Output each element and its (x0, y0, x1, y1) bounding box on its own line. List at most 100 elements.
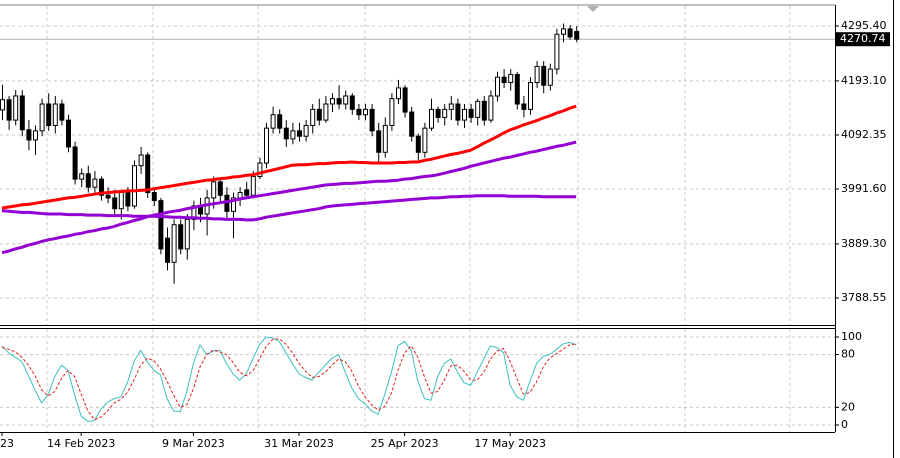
candle-body (422, 127, 428, 153)
candle-body (290, 130, 296, 140)
candle-body (250, 175, 256, 196)
series-line (1, 194, 577, 222)
series-line (1, 140, 577, 255)
candle-body (554, 33, 560, 70)
candle-body (561, 28, 566, 35)
candle-body (6, 99, 12, 121)
candle-body (435, 108, 441, 118)
candle-body (39, 103, 45, 132)
y-tick-label: 100 (841, 330, 862, 343)
series-line (1, 104, 577, 210)
candle-body (145, 154, 151, 194)
candle-body (429, 108, 434, 129)
candle-body (495, 76, 500, 97)
candle-body (26, 129, 32, 141)
y-tick-label: 20 (841, 400, 855, 413)
x-tick-label: 23 (0, 437, 14, 450)
y-tick-label: 3991.60 (841, 182, 887, 195)
candle-body (46, 103, 52, 126)
candle-body (363, 108, 368, 116)
candle-body (112, 197, 118, 210)
candle-body (118, 192, 124, 210)
candle-body (448, 103, 454, 110)
x-tick-label: 14 Feb 2023 (47, 437, 115, 450)
candle-body (481, 100, 487, 121)
candle-body (237, 192, 243, 199)
candle-body (151, 192, 157, 202)
candle-body (257, 162, 263, 177)
candle-body (264, 127, 269, 164)
candle-body (158, 200, 164, 250)
candle-body (138, 154, 144, 167)
candle-body (396, 87, 401, 100)
candle-body (528, 82, 533, 110)
candle-body (79, 173, 85, 180)
candle-body (105, 194, 111, 199)
candle-body (468, 108, 474, 118)
candle-body (349, 95, 355, 110)
candle-body (59, 103, 65, 121)
x-tick-label: 25 Apr 2023 (371, 437, 439, 450)
series-line (1, 338, 577, 421)
candle-body (92, 178, 98, 188)
x-tick-label: 9 Mar 2023 (162, 437, 225, 450)
price-label-box (836, 32, 890, 47)
candle-body (330, 98, 335, 105)
vertical-grid (46, 6, 791, 432)
candle-body (475, 100, 481, 118)
y-tick-label: 4092.35 (841, 128, 887, 141)
y-tick-label: 4193.10 (841, 74, 887, 87)
candle-body (336, 98, 342, 105)
candle-body (171, 224, 177, 263)
candle-body (270, 114, 276, 129)
candle-body (488, 95, 494, 121)
candle-body (409, 111, 415, 137)
candle-body (0, 99, 5, 111)
candle-body (303, 124, 309, 137)
candle-body (310, 108, 316, 126)
price-label: 4270.74 (840, 32, 886, 45)
candle-body (369, 108, 375, 132)
candle-body (125, 192, 131, 207)
candle-body (567, 28, 573, 38)
y-tick-label: 0 (841, 418, 848, 431)
x-tick-label: 17 May 2023 (474, 437, 546, 450)
candle-body (33, 130, 38, 141)
candle-body (501, 76, 507, 84)
candle-body (184, 218, 190, 250)
candle-body (316, 108, 322, 121)
candle-body (402, 87, 408, 113)
candle-body (19, 95, 25, 131)
candle-body (85, 173, 91, 188)
y-tick-label: 3788.55 (841, 291, 887, 304)
candle-body (211, 181, 217, 199)
candle-body (66, 119, 71, 148)
candle-body (297, 130, 302, 137)
candle-body (132, 165, 137, 207)
candle-body (323, 103, 329, 121)
candle-body (277, 114, 283, 129)
candle-body (13, 95, 19, 121)
candle-body (343, 95, 349, 105)
candle-body (547, 68, 553, 86)
candle-body (376, 130, 382, 153)
candle-body (217, 181, 223, 196)
candle-body (534, 65, 540, 84)
candle-body (356, 108, 362, 116)
candle-body (541, 65, 547, 86)
candle-body (442, 108, 448, 118)
y-tick-label: 80 (841, 348, 855, 361)
candle-body (178, 224, 184, 250)
candle-body (52, 103, 58, 126)
series-line (1, 336, 577, 422)
candle-body (521, 103, 527, 110)
candle-body (462, 108, 467, 121)
candle-body (283, 127, 289, 140)
candle-body (231, 197, 236, 212)
candle-body (244, 189, 250, 196)
candle-body (99, 178, 104, 196)
x-tick-label: 31 Mar 2023 (264, 437, 334, 450)
